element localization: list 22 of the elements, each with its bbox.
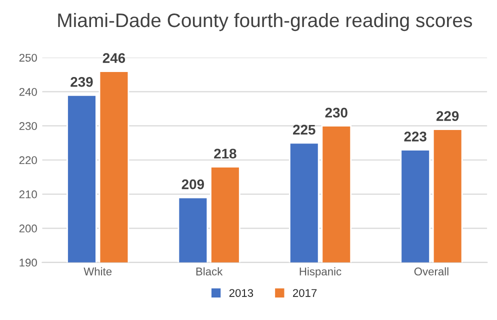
data-label: 218: [214, 148, 236, 159]
y-tick-label: 200: [19, 224, 37, 232]
y-tick-label: 220: [19, 156, 37, 164]
x-tick-label: Overall: [414, 267, 448, 276]
x-tick-label: White: [84, 267, 112, 276]
data-label: 225: [293, 124, 316, 135]
y-tick-label: 240: [19, 88, 37, 96]
legend-label: 2013: [229, 289, 254, 297]
y-tick-label: 250: [19, 54, 37, 62]
data-label: 239: [70, 77, 93, 87]
data-label: 223: [404, 132, 426, 142]
data-label: 246: [102, 53, 126, 63]
chart-title: Miami-Dade County fourth-grade reading scores: [58, 12, 472, 32]
data-label: 230: [325, 108, 348, 118]
y-tick-label: 190: [20, 258, 37, 267]
x-tick-label: Hispanic: [300, 267, 342, 278]
legend-label: 2017: [292, 289, 317, 297]
data-label: 209: [182, 179, 204, 190]
y-tick-label: 210: [19, 190, 37, 198]
data-label: 229: [436, 111, 459, 121]
y-tick-label: 230: [19, 122, 37, 130]
x-tick-label: Black: [196, 267, 223, 276]
